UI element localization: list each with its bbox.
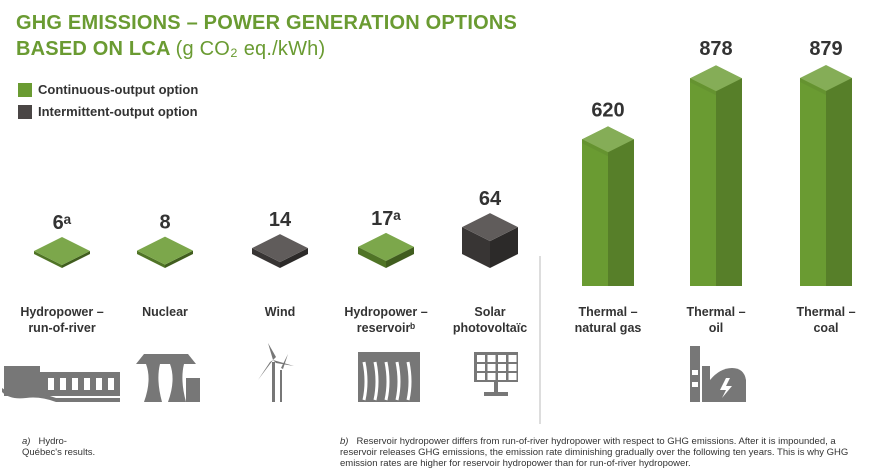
chart-title: GHG EMISSIONS – POWER GENERATION OPTIONS… [16,10,517,62]
bar-3: 14 [252,209,308,268]
value-label-6: 620 [591,99,624,121]
title-line-2: BASED ON LCA (g CO₂ eq./kWh) [16,36,517,62]
category-label-7-line-2: oil [709,321,724,335]
title-line-1: GHG EMISSIONS – POWER GENERATION OPTIONS [16,12,518,34]
thermal-plant-icon [690,346,746,402]
value-label-3: 14 [269,209,292,231]
footnote-b: b) Reservoir hydropower differs from run-… [340,436,860,469]
category-label-2-line-1: Nuclear [142,305,188,319]
bar-7: 878 [690,38,742,286]
legend-label-continuous: Continuous-output option [38,82,199,97]
value-label-1: 6ᵃ [53,212,72,234]
legend-swatch-continuous [18,82,32,97]
footnote-a: a) Hydro-Québec's results. [22,436,102,458]
category-label-4-line-2: reservoirᵇ [357,321,416,335]
nuclear-plant-icon [136,354,200,402]
title-lca: BASED ON LCA [16,38,170,60]
value-label-5: 64 [479,188,502,210]
bar-1: 6ᵃ [34,212,90,268]
category-label-6-line-2: natural gas [575,321,642,335]
reservoir-dam-icon [358,352,420,402]
legend-item-intermittent: Intermittent-output option [18,104,198,119]
category-label-8-line-2: coal [813,321,838,335]
category-label-3-line-1: Wind [265,305,295,319]
footnote-b-text: Reservoir hydropower differs from run-of… [340,436,849,469]
category-label-5-line-1: Solar [474,305,505,319]
footnote-a-text: Hydro-Québec's results. [22,436,96,458]
footnote-b-mark: b) [340,436,349,447]
wind-turbine-icon [258,343,294,402]
legend-swatch-intermittent [18,104,32,119]
legend-label-intermittent: Intermittent-output option [38,104,198,119]
bar-4: 17ᵃ [358,208,414,268]
category-label-7-line-1: Thermal – [686,305,745,319]
bar-6: 620 [582,99,634,286]
category-label-1-line-2: run-of-river [28,321,96,335]
category-label-5-line-2: photovoltaïc [453,321,527,335]
chart-marks: 6ᵃ Hydropower – run-of-river 8 Nuclear 14 Wind… [20,38,855,335]
category-label-8-line-1: Thermal – [796,305,855,319]
value-label-4: 17ᵃ [371,208,401,230]
value-label-2: 8 [159,212,170,234]
value-label-7: 878 [699,38,732,60]
solar-panel-icon [474,352,518,396]
bar-2: 8 [137,212,193,268]
title-unit: (g CO₂ eq./kWh) [175,38,326,60]
category-label-4-line-1: Hydropower – [344,305,427,319]
footnote-a-mark: a) [22,436,31,447]
bar-5: 64 [462,188,518,268]
legend-item-continuous: Continuous-output option [18,82,198,97]
chart-icons [2,343,746,402]
category-label-1-line-1: Hydropower – [20,305,103,319]
value-label-8: 879 [809,38,842,60]
dam-icon [2,366,120,402]
bar-8: 879 [800,38,852,286]
category-label-6-line-1: Thermal – [578,305,637,319]
